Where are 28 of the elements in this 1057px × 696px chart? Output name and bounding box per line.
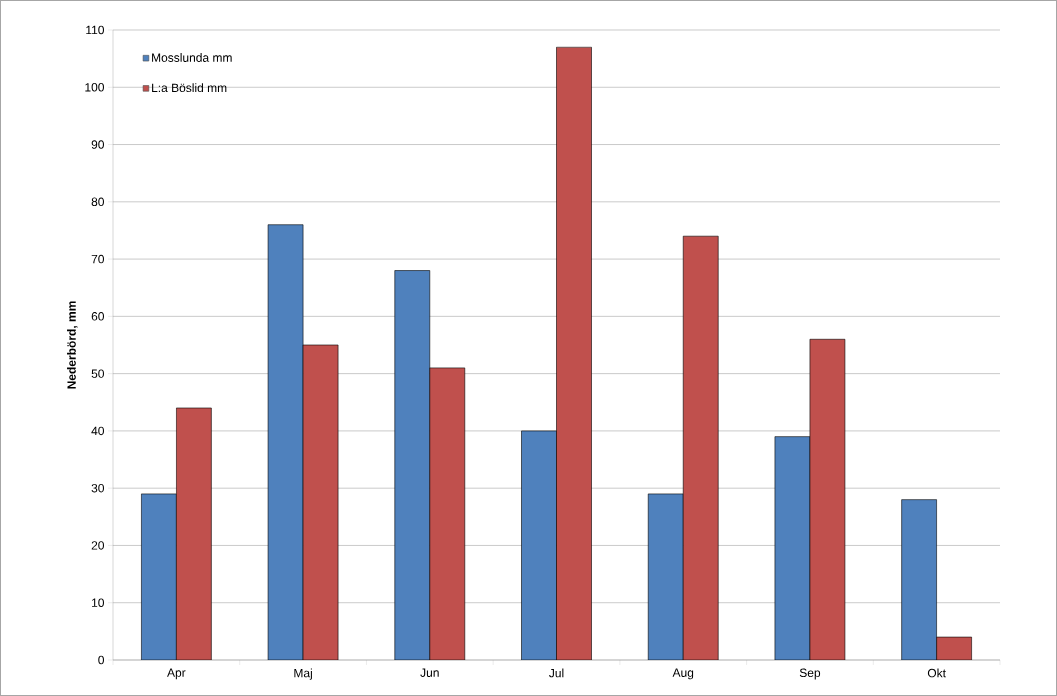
y-tick-label: 20 bbox=[91, 541, 104, 550]
bar bbox=[809, 338, 846, 660]
y-tick-label: 10 bbox=[92, 598, 104, 607]
y-tick-label: 0 bbox=[98, 655, 104, 665]
y-tick-label: 110 bbox=[86, 25, 104, 35]
y-tick-label: 80 bbox=[91, 197, 104, 207]
x-tick-label: Aug bbox=[672, 668, 694, 680]
legend-label: L:a Böslid mm bbox=[152, 83, 227, 93]
y-tick-label: 60 bbox=[91, 312, 104, 321]
y-tick-label: 100 bbox=[85, 83, 104, 92]
bar bbox=[176, 407, 212, 660]
legend-label: Mosslunda mm bbox=[152, 53, 232, 62]
x-tick-label: Maj bbox=[294, 668, 312, 680]
bar bbox=[682, 235, 719, 660]
x-tick-label: Jul bbox=[549, 668, 564, 678]
bar bbox=[429, 367, 466, 660]
bar bbox=[302, 344, 339, 660]
y-tick-label: 50 bbox=[91, 369, 104, 378]
y-tick-label: 70 bbox=[91, 254, 104, 264]
x-tick-label: Apr bbox=[167, 668, 186, 680]
x-tick-label: Jun bbox=[420, 668, 439, 677]
y-tick-label: 90 bbox=[91, 140, 104, 149]
y-tick-label: 30 bbox=[91, 483, 104, 493]
y-tick-label: 40 bbox=[91, 426, 104, 436]
y-axis-title: Nederbörd, mm bbox=[67, 301, 78, 389]
x-tick-label: Sep bbox=[799, 668, 821, 680]
x-tick-label: Okt bbox=[927, 668, 946, 678]
bar bbox=[556, 46, 592, 660]
